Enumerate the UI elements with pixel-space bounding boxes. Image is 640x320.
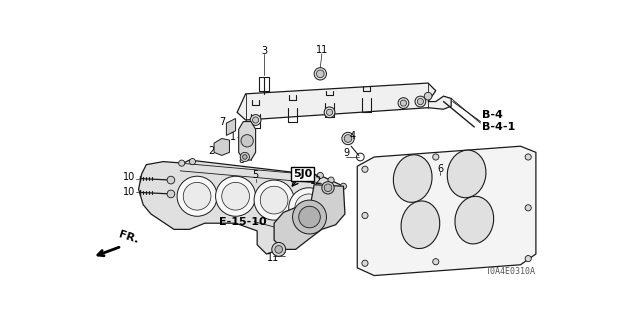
Circle shape [272,243,285,256]
Text: E-15-10: E-15-10 [219,217,266,227]
Circle shape [250,115,261,125]
Polygon shape [237,83,451,120]
Circle shape [433,259,439,265]
Text: 10: 10 [124,172,136,182]
Circle shape [183,182,211,210]
Text: B-4: B-4 [482,110,503,120]
Polygon shape [357,146,536,276]
Ellipse shape [455,196,493,244]
Circle shape [324,107,335,118]
Circle shape [525,154,531,160]
Polygon shape [239,122,255,160]
Text: 11: 11 [268,253,280,263]
Circle shape [322,182,334,194]
Circle shape [525,205,531,211]
Circle shape [241,135,253,147]
Circle shape [295,194,323,222]
Polygon shape [214,139,230,156]
Text: 2: 2 [208,146,214,156]
Circle shape [316,70,324,78]
Circle shape [292,200,326,234]
Circle shape [433,154,439,160]
Circle shape [326,109,333,116]
Circle shape [253,117,259,123]
Circle shape [362,166,368,172]
Circle shape [216,176,255,216]
Ellipse shape [447,150,486,198]
Circle shape [398,98,409,108]
Circle shape [415,96,426,107]
Text: 5: 5 [253,171,259,180]
Circle shape [314,68,326,80]
Text: T0A4E0310A: T0A4E0310A [486,267,536,276]
Polygon shape [227,118,236,135]
Circle shape [167,190,175,198]
Ellipse shape [401,201,440,249]
Circle shape [525,256,531,262]
Polygon shape [274,185,345,249]
Circle shape [221,182,250,210]
Circle shape [340,183,346,189]
Circle shape [189,158,196,165]
Circle shape [401,100,406,106]
Text: 9: 9 [344,148,349,158]
Text: 7: 7 [220,116,226,126]
Circle shape [299,206,320,228]
Text: 10: 10 [124,188,136,197]
Circle shape [324,184,332,192]
Text: FR.: FR. [117,229,140,245]
Ellipse shape [394,155,432,202]
Circle shape [342,132,354,145]
Circle shape [179,160,185,166]
Circle shape [260,186,288,214]
Polygon shape [139,160,344,254]
Circle shape [424,92,432,100]
Circle shape [289,188,329,228]
Circle shape [344,135,352,142]
Text: 6: 6 [437,164,444,174]
Circle shape [417,99,424,105]
Circle shape [275,245,283,253]
Circle shape [243,155,247,159]
Text: 5J0: 5J0 [293,169,312,179]
Circle shape [177,176,217,216]
Text: 4: 4 [349,131,356,141]
Circle shape [362,260,368,266]
Circle shape [254,180,294,220]
Text: 3: 3 [261,46,267,56]
Text: 12: 12 [310,176,322,186]
Text: 8: 8 [239,155,245,165]
Circle shape [167,176,175,184]
Circle shape [317,172,323,179]
Circle shape [362,212,368,219]
Circle shape [328,177,334,183]
Text: B-4-1: B-4-1 [482,122,515,132]
Circle shape [240,152,250,162]
Text: 11: 11 [316,45,328,55]
Text: 1: 1 [230,132,236,142]
